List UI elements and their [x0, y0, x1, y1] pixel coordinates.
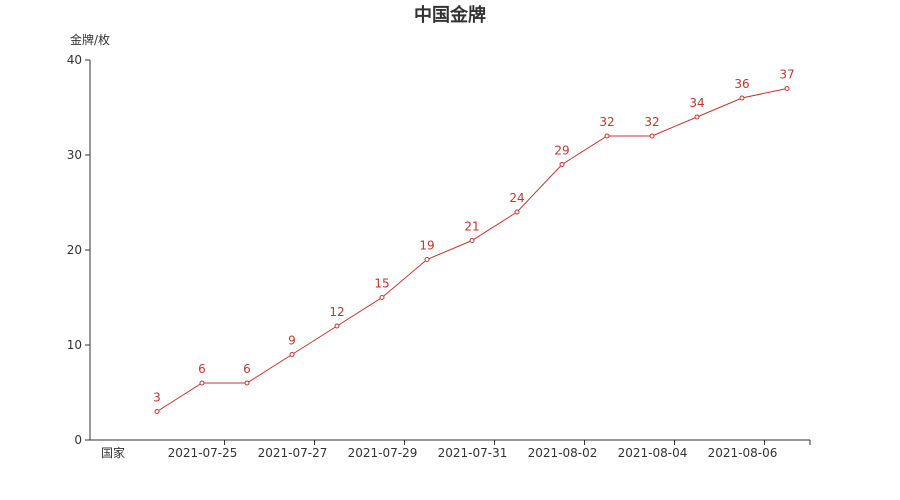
- axes: 0 10 20 30 40 2021-07-25 2021-07-27 2021-07-29 2…: [67, 53, 811, 460]
- y-tick-label: 20: [67, 243, 82, 257]
- x-tick-label: 2021-07-25: [168, 446, 238, 460]
- data-label: 34: [689, 96, 704, 110]
- y-tick-label: 30: [67, 148, 82, 162]
- y-tick-label: 10: [67, 338, 82, 352]
- data-point: [739, 95, 745, 101]
- data-label: 21: [464, 220, 479, 234]
- data-label: 24: [509, 191, 524, 205]
- data-label: 32: [644, 115, 659, 129]
- data-point: [154, 409, 160, 414]
- data-label: 29: [554, 144, 569, 158]
- data-point: [379, 295, 385, 300]
- data-label: 6: [243, 362, 251, 376]
- data-label: 9: [288, 334, 296, 348]
- data-label: 6: [198, 362, 206, 376]
- data-point: [289, 352, 295, 357]
- data-point: [784, 86, 790, 91]
- data-label: 12: [329, 305, 344, 319]
- x-tick-label: 2021-07-27: [258, 446, 328, 460]
- data-point: [199, 380, 205, 386]
- data-point: [559, 162, 565, 167]
- x-tick-label: 2021-08-06: [708, 446, 778, 460]
- data-label: 32: [599, 115, 614, 129]
- data-point: [424, 257, 430, 262]
- y-axis-label: 金牌/枚: [70, 32, 110, 47]
- data-point: [604, 133, 610, 139]
- series-line: [156, 88, 788, 412]
- data-label: 3: [153, 391, 161, 405]
- data-point: [514, 209, 520, 215]
- data-label: 15: [374, 277, 389, 291]
- data-point: [334, 323, 340, 329]
- y-tick-label: 40: [67, 53, 82, 67]
- x-tick-label: 2021-08-04: [618, 446, 688, 460]
- x-tick-label: 2021-08-02: [528, 446, 598, 460]
- x-tick-label: 2021-07-29: [348, 446, 418, 460]
- data-label: 36: [734, 77, 749, 91]
- x-tick-label: 2021-07-31: [438, 446, 508, 460]
- data-point: [649, 133, 655, 139]
- data-point: [469, 238, 475, 243]
- data-point: [694, 114, 700, 120]
- data-label: 37: [779, 68, 794, 82]
- data-point: [244, 380, 250, 386]
- data-label: 19: [419, 239, 434, 253]
- y-tick-label: 0: [74, 433, 82, 447]
- x-axis-name: 国家: [101, 445, 125, 460]
- chart-title: 中国金牌: [414, 4, 486, 26]
